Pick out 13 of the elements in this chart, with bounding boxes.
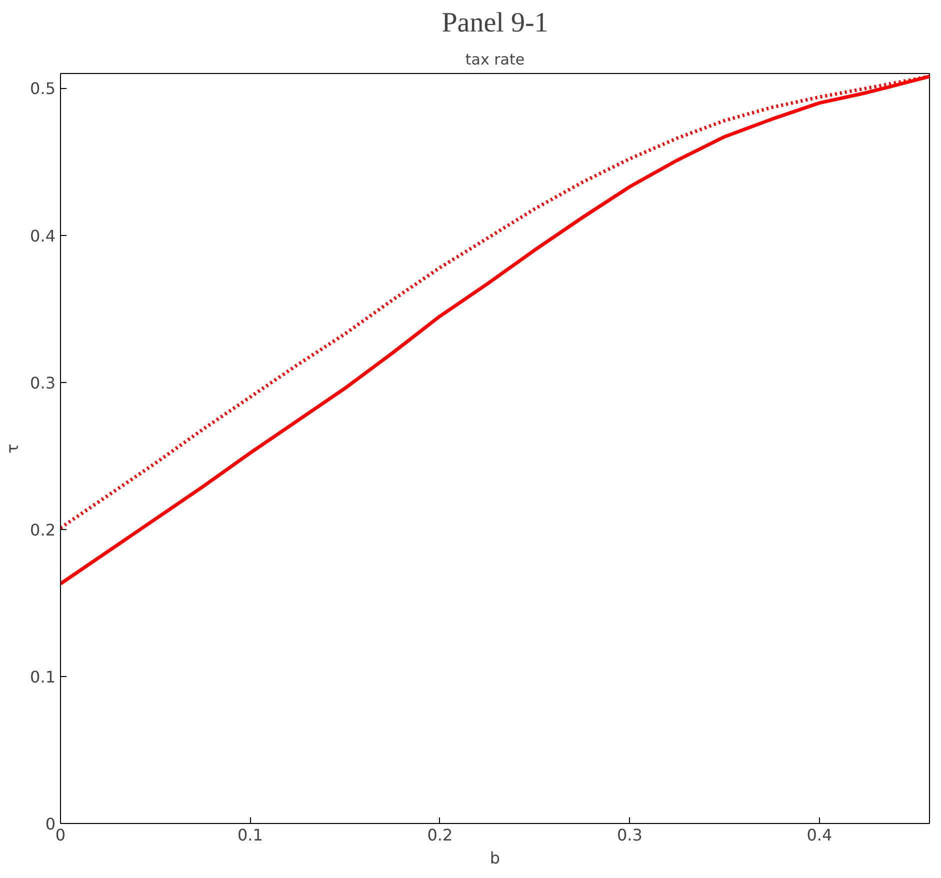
x-tick-label: 0.3 bbox=[616, 826, 642, 844]
x-tick-label: 0.1 bbox=[238, 826, 263, 844]
x-axis-title: b bbox=[490, 848, 500, 868]
y-tick-label: 0.3 bbox=[30, 373, 56, 392]
y-tick-label: 0.4 bbox=[30, 226, 56, 246]
y-tick-label: 0.1 bbox=[30, 667, 56, 686]
y-tick-label: 0.2 bbox=[30, 520, 56, 540]
chart-subtitle: tax rate bbox=[465, 50, 525, 68]
x-tick-label: 0.4 bbox=[806, 826, 832, 844]
chart-title: Panel 9-1 bbox=[442, 8, 548, 38]
y-tick-label: 0.5 bbox=[30, 79, 56, 98]
x-tick-label: 0.2 bbox=[427, 826, 453, 844]
y-axis-title: τ bbox=[3, 444, 22, 454]
